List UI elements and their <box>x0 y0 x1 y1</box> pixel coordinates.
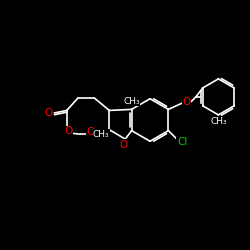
Text: Cl: Cl <box>177 137 187 147</box>
Text: CH₃: CH₃ <box>210 118 227 126</box>
Text: O: O <box>45 108 53 118</box>
Text: O: O <box>86 127 95 137</box>
Text: CH₃: CH₃ <box>123 97 140 106</box>
Text: O: O <box>120 140 128 149</box>
Text: O: O <box>64 126 72 136</box>
Text: O: O <box>182 97 191 107</box>
Text: CH₃: CH₃ <box>93 130 110 139</box>
